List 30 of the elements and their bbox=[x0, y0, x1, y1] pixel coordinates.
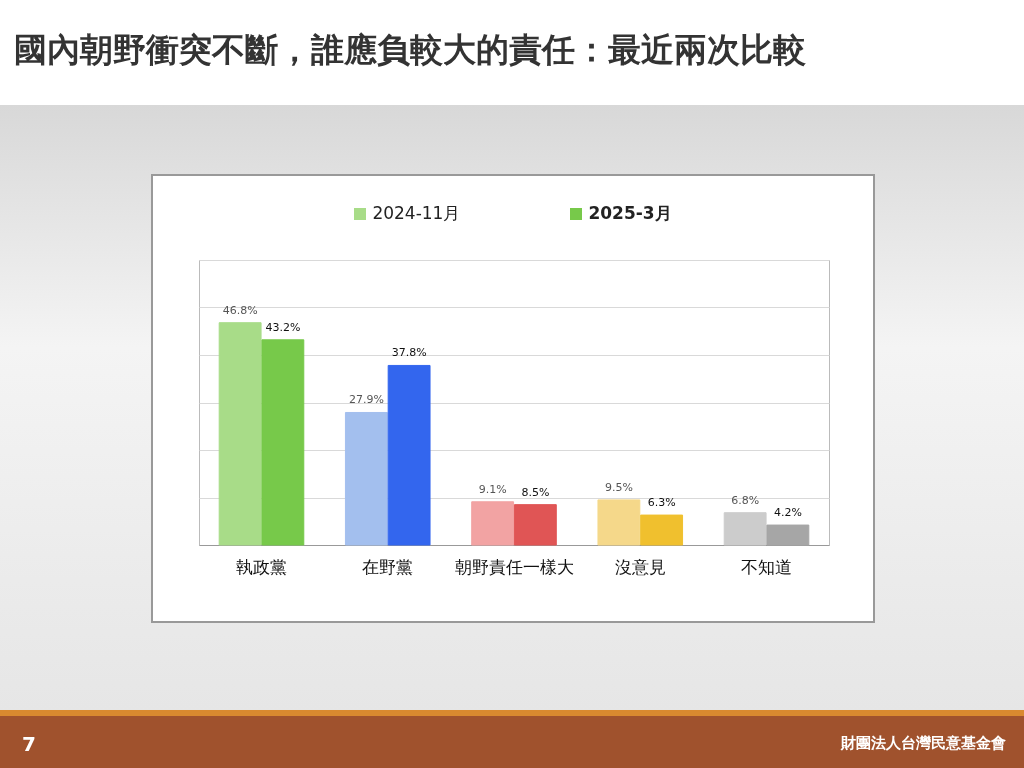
bar bbox=[344, 411, 388, 546]
legend-label: 2025-3月 bbox=[588, 203, 672, 223]
x-tick-label: 朝野責任一樣大 bbox=[454, 556, 574, 577]
bar bbox=[387, 364, 431, 546]
data-label: 8.5% bbox=[521, 485, 550, 499]
data-label: 6.3% bbox=[647, 496, 676, 510]
data-label: 9.5% bbox=[604, 480, 633, 494]
bar bbox=[723, 512, 767, 546]
data-label: 27.9% bbox=[348, 393, 384, 407]
bar bbox=[640, 514, 684, 546]
bar bbox=[766, 524, 810, 546]
text: 財團法人台灣民意基金會 bbox=[841, 734, 1006, 753]
bar bbox=[261, 339, 305, 546]
data-label: 6.8% bbox=[731, 493, 760, 507]
x-tick-label: 沒意見 bbox=[614, 556, 666, 577]
text: 7 bbox=[22, 732, 36, 756]
x-tick-label: 在野黨 bbox=[362, 556, 414, 577]
legend-label: 2024-11月 bbox=[372, 203, 461, 223]
data-label: 46.8% bbox=[222, 303, 258, 317]
bar bbox=[218, 322, 262, 546]
x-tick-label: 不知道 bbox=[741, 556, 793, 577]
data-label: 4.2% bbox=[773, 506, 802, 520]
data-label: 9.1% bbox=[478, 482, 507, 496]
data-label: 37.8% bbox=[391, 346, 427, 360]
x-tick-label: 執政黨 bbox=[235, 556, 287, 577]
chart-title: 國內朝野衝突不斷，誰應負較大的責任：最近兩次比較 bbox=[14, 29, 806, 71]
data-label: 43.2% bbox=[265, 320, 301, 334]
bar bbox=[597, 499, 641, 546]
bar bbox=[513, 504, 557, 546]
bar bbox=[471, 501, 515, 546]
